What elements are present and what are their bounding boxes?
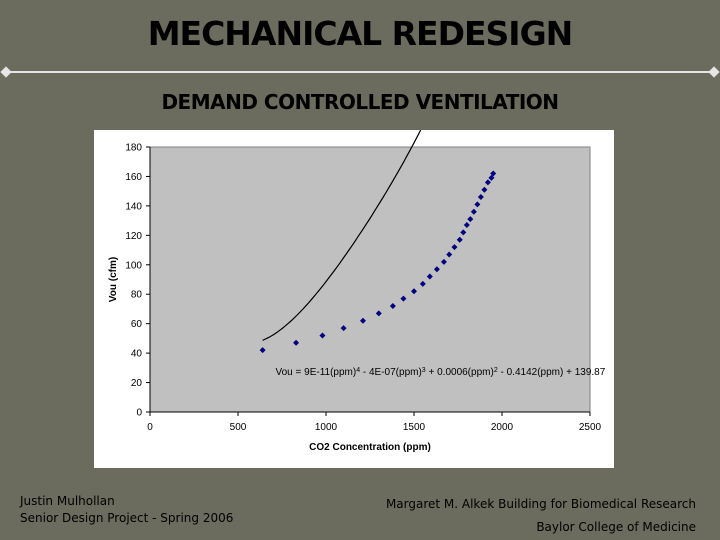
data-point [419, 280, 426, 287]
equation-exponent: 2 [494, 367, 498, 374]
y-tick-label: 20 [131, 378, 143, 389]
data-point [340, 325, 347, 332]
trendline-equation: Vou = 9E-11(ppm)4 - 4E-07(ppm)3 + 0.0006… [276, 367, 606, 379]
data-point [433, 266, 440, 273]
x-tick-label: 2000 [491, 422, 514, 433]
data-point [375, 310, 382, 317]
x-axis-title: CO2 Concentration (ppm) [309, 442, 431, 453]
vou-vs-co2-chart: 0 20 40 60 80 100 120 140 160 180 0 500 1000 1500 2000… [108, 0, 606, 453]
title-divider [6, 71, 714, 73]
footer-building-name: Margaret M. Alkek Building for Biomedica… [385, 497, 696, 511]
data-point [319, 332, 326, 339]
data-point [389, 303, 396, 309]
plot-area [149, 146, 591, 413]
x-tick-label: 1000 [315, 422, 338, 433]
footer-project: Senior Design Project - Spring 2006 [20, 511, 234, 525]
footer-author: Justin Mulhollan Senior Design Project -… [20, 493, 233, 527]
equation-exponent: 3 [422, 367, 426, 374]
y-axis-title: Vou (cfm) [108, 257, 119, 302]
data-point [259, 347, 266, 354]
y-tick-label: 60 [131, 319, 143, 330]
y-tick-label: 80 [131, 290, 143, 301]
y-tick-label: 140 [125, 201, 142, 212]
footer-author-name: Justin Mulhollan [20, 494, 115, 508]
data-point [484, 179, 491, 186]
y-tick-label: 100 [125, 260, 142, 271]
divider-left-diamond [0, 66, 12, 78]
footer-building: Margaret M. Alkek Building for Biomedica… [386, 493, 696, 539]
data-point [451, 244, 458, 251]
data-point [488, 174, 495, 181]
x-tick-label: 1500 [403, 422, 426, 433]
equation-term: - 4E-07(ppm) [360, 367, 422, 378]
equation-term: + 0.0006(ppm) [426, 367, 494, 378]
y-tick-label: 0 [136, 408, 142, 419]
data-point [400, 295, 407, 302]
data-point [460, 229, 467, 236]
data-point [426, 273, 433, 280]
slide-subtitle: DEMAND CONTROLLED VENTILATION [161, 90, 559, 114]
data-point [411, 288, 417, 295]
data-point [440, 258, 447, 265]
chart-frame: 0 20 40 60 80 100 120 140 160 180 0 500 1000 1500 2000… [94, 0, 614, 468]
data-point [467, 216, 474, 223]
footer-institution: Baylor College of Medicine [536, 520, 696, 534]
x-tick-label: 0 [147, 422, 153, 433]
x-tick-label: 500 [230, 422, 247, 433]
x-tick-label: 2500 [579, 422, 602, 433]
data-point [474, 201, 481, 208]
data-point [463, 222, 470, 229]
slide-title: MECHANICAL REDESIGN [147, 14, 574, 53]
y-tick-label: 160 [125, 172, 142, 183]
data-point [481, 186, 488, 193]
data-point [470, 208, 477, 215]
y-tick-label: 120 [125, 231, 142, 242]
data-point [490, 170, 497, 177]
data-point [477, 194, 484, 201]
y-tick-label: 180 [125, 143, 142, 154]
equation-exponent: 4 [356, 367, 360, 374]
data-point [293, 339, 300, 346]
data-point [359, 317, 366, 324]
data-point [446, 251, 453, 258]
data-point [456, 236, 463, 243]
equation-term: Vou = 9E-11(ppm) [276, 367, 357, 378]
y-tick-label: 40 [131, 349, 143, 360]
divider-right-diamond [708, 66, 720, 78]
equation-term: - 0.4142(ppm) + 139.87 [498, 367, 606, 378]
